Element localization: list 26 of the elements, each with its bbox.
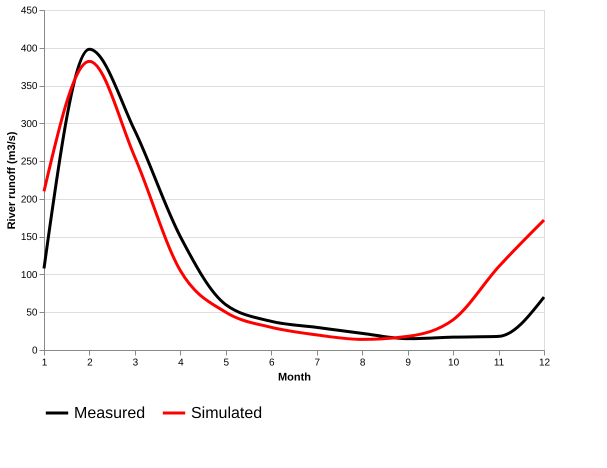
y-tick-label: 0	[32, 346, 38, 356]
x-tick-label: 9	[405, 358, 412, 368]
y-tick-label: 350	[20, 81, 38, 92]
y-tick-label: 150	[20, 232, 38, 244]
y-tick-label: 400	[20, 43, 38, 54]
x-axis-title: Month	[278, 372, 312, 384]
x-tick-label: 7	[314, 358, 320, 368]
x-tick-label: 6	[268, 358, 275, 368]
y-axis-title: River runoff (m3/s)	[6, 131, 18, 230]
x-tick-label: 10	[448, 358, 460, 368]
x-tick-label: 4	[178, 358, 184, 368]
x-tick-label: 5	[224, 358, 230, 368]
x-tick-label: 8	[360, 358, 366, 368]
x-tick-label: 2	[87, 358, 94, 368]
y-tick-label: 100	[20, 270, 38, 281]
legend-label: Measured	[74, 405, 146, 422]
x-tick-label: 11	[494, 358, 505, 368]
x-tick-label: 3	[132, 358, 139, 368]
y-tick-label: 200	[20, 194, 38, 206]
y-tick-label: 50	[26, 308, 38, 319]
x-tick-label: 12	[538, 358, 550, 368]
y-tick-label: 250	[20, 156, 38, 168]
y-tick-label: 300	[20, 118, 38, 130]
y-tick-label: 450	[20, 6, 38, 16]
x-tick-label: 1	[42, 358, 48, 368]
legend-label: Simulated	[191, 405, 262, 422]
